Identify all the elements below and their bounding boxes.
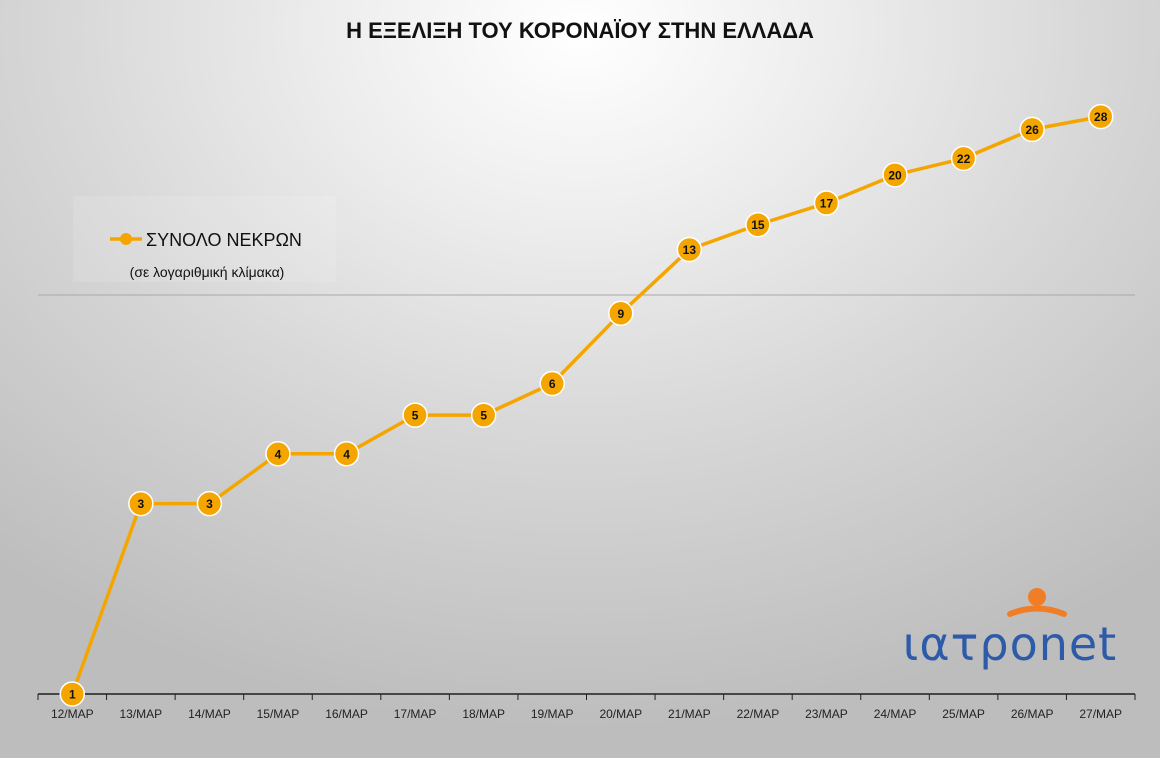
x-axis-labels: 12/ΜΑΡ 13/ΜΑΡ 14/ΜΑΡ 15/ΜΑΡ 16/ΜΑΡ 17/ΜΑΡ 18/Μ… [51,707,1122,721]
data-point-marker [950,145,977,172]
x-tick-label: 12/ΜΑΡ [51,707,94,721]
legend: ΣΥΝΟΛΟ ΝΕΚΡΩΝ (σε λογαριθμική κλίμακα) [73,196,336,282]
data-label: 15 [751,218,765,232]
legend-series-marker [120,233,132,245]
data-point-marker [1019,116,1045,143]
logo-wordmark: ιατρonet [903,617,1117,671]
series-line-total-deaths [70,114,1102,695]
data-label: 13 [683,243,697,257]
x-tick-label: 16/ΜΑΡ [325,707,368,721]
x-axis-ticks [37,694,1136,700]
x-tick-label: 25/ΜΑΡ [942,707,985,721]
data-label: 1 [69,688,76,702]
data-point-marker [333,441,360,467]
legend-entry-label: ΣΥΝΟΛΟ ΝΕΚΡΩΝ [146,230,302,250]
logo-arc [1007,605,1067,617]
x-tick-label: 17/ΜΑΡ [394,707,437,721]
x-tick-label: 23/ΜΑΡ [805,707,848,721]
x-tick-label: 15/ΜΑΡ [257,707,300,721]
data-label: 4 [343,447,350,461]
x-tick-label: 22/ΜΑΡ [737,707,780,721]
data-label: 5 [412,409,419,423]
data-label: 22 [957,152,971,166]
data-point-marker [470,402,497,428]
data-point-marker [402,402,428,428]
data-label: 4 [275,447,282,461]
x-tick-label: 14/ΜΑΡ [188,707,231,721]
data-point-marker [196,490,223,517]
x-tick-label: 26/ΜΑΡ [1011,707,1054,721]
logo-head-dot [1028,588,1046,606]
data-point-marker [265,441,291,467]
data-label: 9 [617,307,624,321]
x-tick-label: 20/ΜΑΡ [599,707,642,721]
iatronet-logo: ιατρonet [903,588,1117,671]
x-tick-label: 13/ΜΑΡ [120,707,163,721]
data-point-marker [676,236,703,263]
x-tick-label: 18/ΜΑΡ [462,707,505,721]
data-point-marker [882,162,908,188]
data-point-marker [745,211,771,238]
data-label: 3 [138,497,145,511]
data-label: 26 [1025,123,1039,137]
data-label: 5 [480,409,487,423]
data-label: 6 [549,377,556,391]
data-label: 20 [888,168,902,182]
data-point-marker [59,681,86,707]
data-label: 28 [1094,110,1108,124]
x-tick-label: 19/ΜΑΡ [531,707,574,721]
chart-title: Η ΕΞΕΛΙΞΗ ΤΟΥ ΚΟΡΟΝΑΪΟΥ ΣΤΗΝ ΕΛΛΑΔΑ [346,18,814,43]
x-tick-label: 27/ΜΑΡ [1079,707,1122,721]
data-point-marker [813,190,840,216]
legend-note: (σε λογαριθμική κλίμακα) [130,264,285,280]
data-label: 17 [820,197,834,211]
x-tick-label: 24/ΜΑΡ [874,707,917,721]
x-tick-label: 21/ΜΑΡ [668,707,711,721]
data-point-marker [539,370,565,397]
data-point-marker [1087,103,1114,130]
data-point-marker [128,490,154,517]
data-label: 3 [206,497,213,511]
data-point-marker [608,300,634,327]
